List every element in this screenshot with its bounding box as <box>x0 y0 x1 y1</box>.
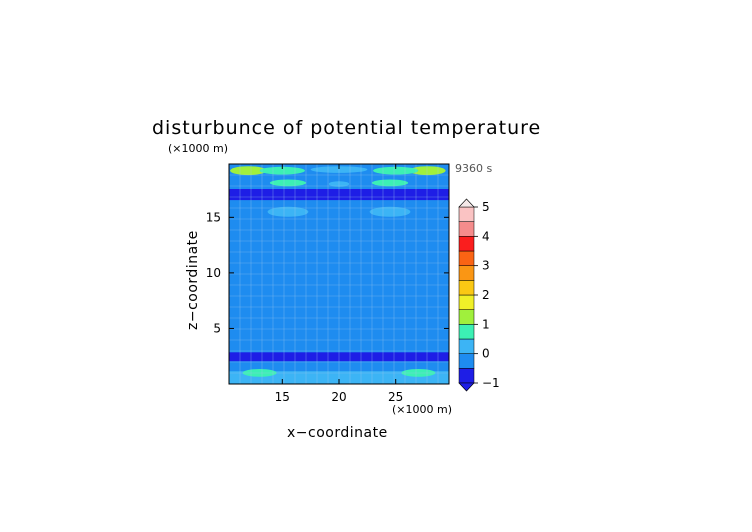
x-unit-label: (×1000 m) <box>392 403 452 416</box>
x-tick-label: 20 <box>331 390 346 404</box>
contour-feature <box>259 166 305 175</box>
y-tick-label: 10 <box>206 266 221 280</box>
contour-feature <box>230 166 267 176</box>
colorbar-segment <box>458 353 475 369</box>
contour-feature <box>373 166 419 175</box>
colorbar-tick-label: 2 <box>482 288 490 302</box>
colorbar-segment <box>458 250 475 266</box>
colorbar-tick-label: 0 <box>482 347 490 361</box>
colorbar-tick-label: 1 <box>482 317 490 331</box>
x-axis-ticks: 15 20 25 <box>275 164 403 404</box>
contour-feature <box>409 166 446 176</box>
colorbar-segment <box>458 294 475 310</box>
y-axis-ticks: 5 10 15 <box>206 210 449 335</box>
contour-feature <box>371 179 409 187</box>
colorbar-segment <box>458 280 475 296</box>
colorbar-segment <box>458 206 475 222</box>
colorbar-tick-label: 5 <box>482 200 490 214</box>
chart-title: disturbunce of potential temperature <box>152 117 541 139</box>
time-label: 9360 s <box>455 162 492 175</box>
y-tick-label: 5 <box>213 321 221 335</box>
colorbar-segment <box>458 309 475 325</box>
colorbar-lower-extend <box>458 382 475 392</box>
colorbar-segment <box>458 221 475 237</box>
y-unit-label: (×1000 m) <box>168 142 228 155</box>
colorbar-segment <box>458 368 475 384</box>
grid-lines <box>229 164 449 384</box>
contour-feature <box>369 206 411 217</box>
colorbar-segment <box>458 338 475 354</box>
contour-feature <box>229 258 274 277</box>
contour-feature <box>267 206 309 217</box>
x-tick-label: 25 <box>388 390 403 404</box>
colorbar-segment <box>458 236 475 252</box>
y-axis-label: z−coordinate <box>185 230 201 330</box>
x-tick-label: 15 <box>275 390 290 404</box>
contour-feature <box>269 179 307 187</box>
colorbar-upper-extend <box>458 198 475 208</box>
colorbar-tick-label: −1 <box>482 376 500 390</box>
x-axis-label: x−coordinate <box>287 425 388 441</box>
y-tick-label: 15 <box>206 210 221 224</box>
colorbar-segment <box>458 324 475 340</box>
colorbar-segment <box>458 265 475 281</box>
colorbar-tick-label: 4 <box>482 229 490 243</box>
colorbar-tick-label: 3 <box>482 259 490 273</box>
contour-feature <box>404 258 449 277</box>
colorbar: −1 0 1 2 3 4 5 <box>458 198 500 392</box>
